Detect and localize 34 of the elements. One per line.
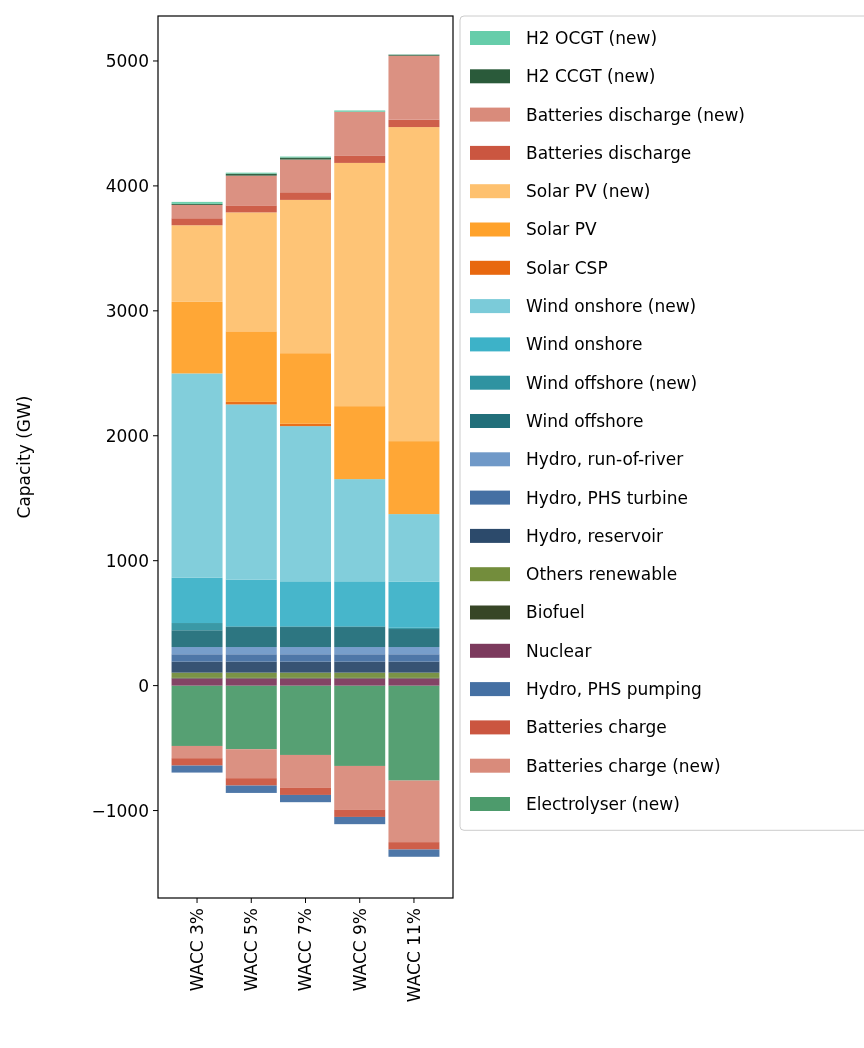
- legend-label: Wind offshore: [526, 410, 644, 431]
- legend-label: Batteries charge: [526, 717, 667, 738]
- legend-label: Hydro, PHS turbine: [526, 487, 688, 508]
- x-tick-label: WACC 9%: [349, 908, 370, 992]
- x-tick-label: WACC 7%: [295, 908, 316, 992]
- legend-label: Batteries charge (new): [526, 755, 721, 776]
- legend-label: Solar PV (new): [526, 181, 651, 202]
- legend-label: Hydro, PHS pumping: [526, 679, 702, 700]
- legend-label: Wind offshore (new): [526, 372, 698, 393]
- legend-label: Wind onshore (new): [526, 296, 697, 317]
- legend-label: Hydro, reservoir: [526, 525, 664, 546]
- legend-label: Electrolyser (new): [526, 793, 680, 814]
- x-tick-label: WACC 11%: [403, 908, 424, 1003]
- y-tick-label: 2000: [105, 425, 149, 446]
- legend-label: Wind onshore: [526, 334, 643, 355]
- legend-label: Biofuel: [526, 602, 585, 623]
- y-axis-title: Capacity (GW): [14, 395, 34, 519]
- y-tick-label: 3000: [105, 300, 149, 321]
- legend-label: Nuclear: [526, 640, 592, 661]
- legend-label: H2 OCGT (new): [526, 27, 658, 48]
- x-tick-label: WACC 3%: [186, 908, 207, 992]
- legend-label: H2 CCGT (new): [526, 66, 656, 87]
- legend-label: Batteries discharge (new): [526, 104, 745, 125]
- legend-label: Solar PV: [526, 219, 597, 240]
- x-tick-label: WACC 5%: [241, 908, 262, 992]
- y-tick-label: 4000: [105, 175, 149, 196]
- legend-label: Batteries discharge: [526, 142, 692, 163]
- legend-label: Others renewable: [526, 564, 678, 585]
- legend-label: Hydro, run-of-river: [526, 449, 684, 470]
- legend-label: Solar CSP: [526, 257, 608, 278]
- y-tick-label: 0: [138, 675, 149, 696]
- y-tick-label: 1000: [105, 550, 149, 571]
- y-tick-label: 5000: [105, 50, 149, 71]
- y-tick-label: −1000: [91, 800, 149, 821]
